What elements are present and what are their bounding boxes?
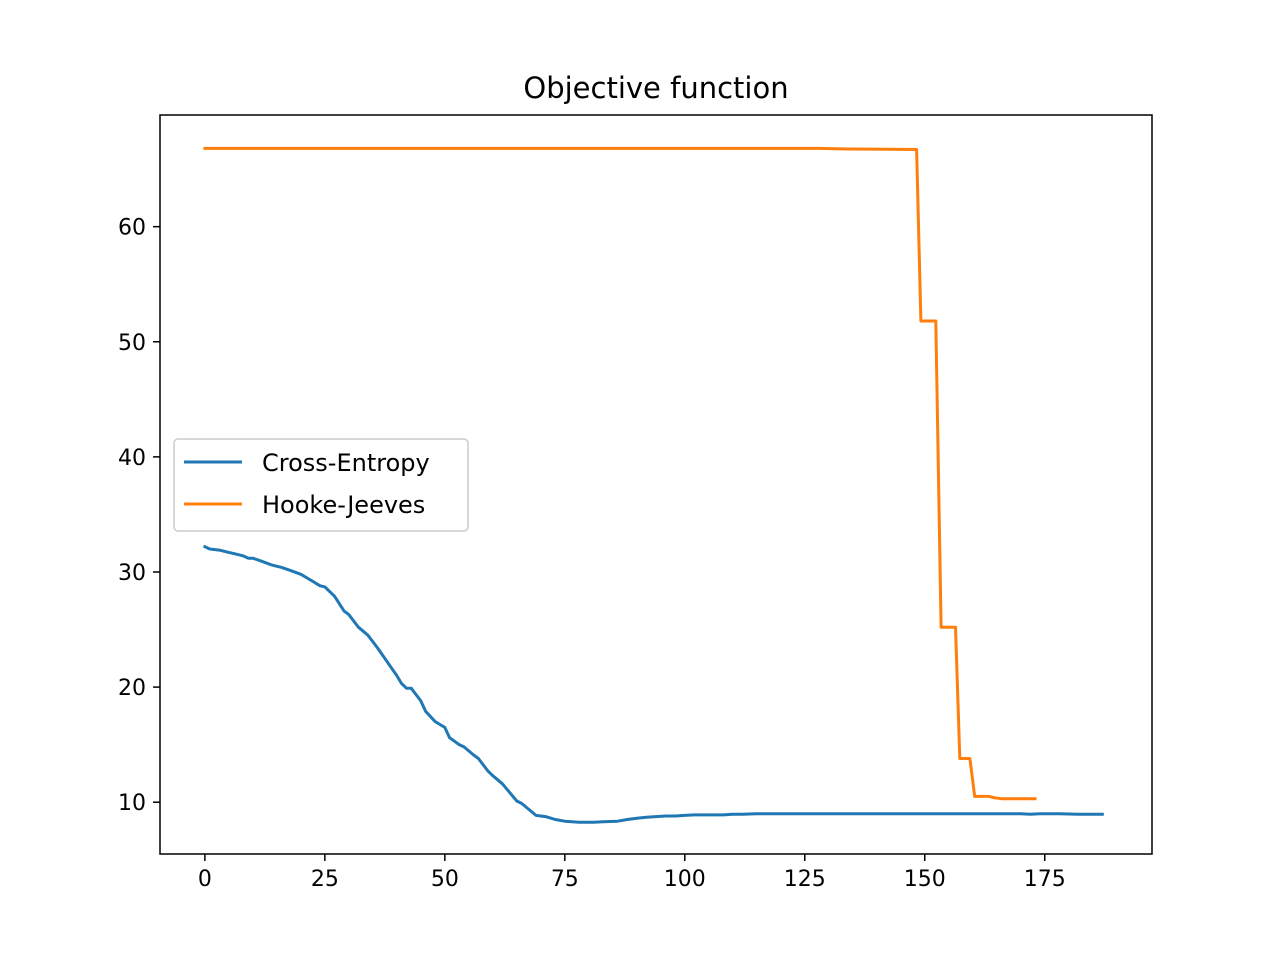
- axes-frame: [159, 114, 1153, 855]
- x-tick-label: 175: [1024, 867, 1066, 892]
- series-line-hooke-jeeves: [203, 146, 1037, 801]
- legend-box: [173, 438, 469, 532]
- y-tick-label: 60: [118, 216, 146, 241]
- legend: Cross-Entropy Hooke-Jeeves: [173, 438, 469, 532]
- x-tick-label: 75: [551, 867, 579, 892]
- chart-title: Objective function: [523, 71, 788, 105]
- x-tick-label: 100: [664, 867, 706, 892]
- y-tick-label: 10: [118, 791, 146, 816]
- x-tick-label: 125: [784, 867, 826, 892]
- x-tick-label: 150: [904, 867, 946, 892]
- y-axis: 10 20 30 40 50 60: [118, 216, 160, 816]
- series-line-cross-entropy: [202, 544, 1104, 824]
- plot-area: [159, 114, 1153, 855]
- x-axis: 0 25 50 75 100 125 150 175: [198, 854, 1066, 892]
- x-tick-label: 50: [431, 867, 459, 892]
- x-tick-label: 25: [311, 867, 339, 892]
- y-tick-label: 50: [118, 331, 146, 356]
- y-tick-label: 20: [118, 676, 146, 701]
- y-tick-label: 30: [118, 561, 146, 586]
- legend-label: Cross-Entropy: [262, 449, 430, 477]
- series-layer: [202, 146, 1104, 824]
- legend-label: Hooke-Jeeves: [262, 491, 425, 519]
- y-tick-label: 40: [118, 446, 146, 471]
- x-tick-label: 0: [198, 867, 212, 892]
